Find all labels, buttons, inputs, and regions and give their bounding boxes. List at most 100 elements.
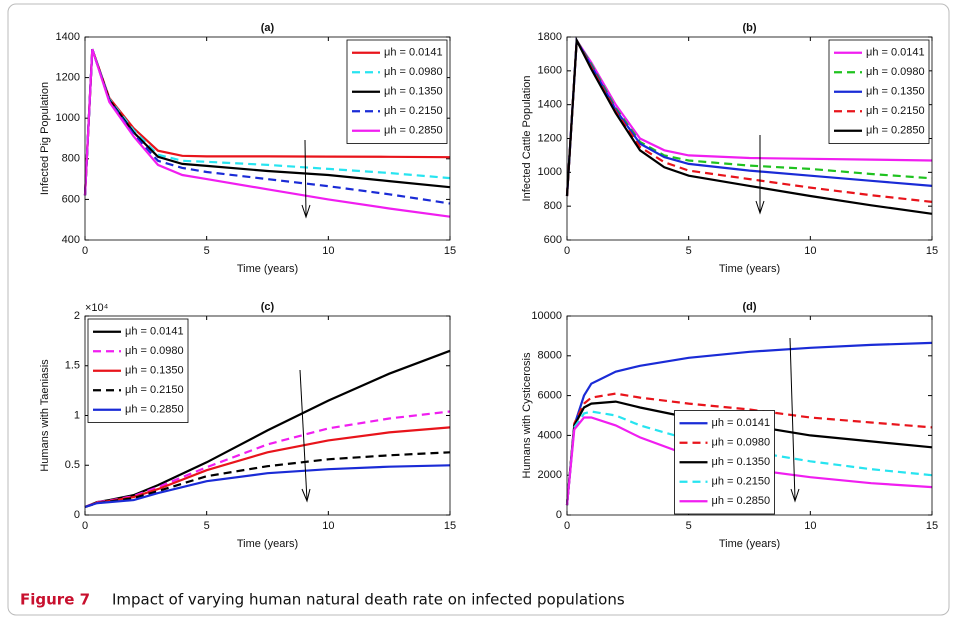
caption: Impact of varying human natural death ra…: [112, 591, 625, 609]
arrow-head: [790, 488, 800, 503]
x-tick-label: 15: [926, 520, 938, 532]
y-tick-label: 800: [544, 200, 562, 212]
y-tick-label: 1: [74, 409, 80, 421]
x-tick-label: 5: [204, 245, 210, 257]
legend: μh = 0.0141 μh = 0.0980 μh = 0.1350 μh = 0.…: [346, 39, 448, 144]
plot-title: (c): [261, 301, 275, 313]
series-line: [84, 464, 451, 509]
x-tick-label: 0: [564, 520, 570, 532]
x-axis-label: Time (years): [719, 263, 780, 275]
legend-label: μh = 0.0141: [384, 47, 443, 59]
legend-label: μh = 0.0141: [125, 326, 184, 338]
x-tick-label: 15: [444, 245, 456, 257]
legend-label: μh = 0.2850: [866, 125, 925, 137]
y-tick-label: 1.5: [65, 360, 80, 372]
x-tick-label: 0: [564, 245, 570, 257]
series-line: [565, 341, 933, 506]
legend-box: [674, 410, 775, 515]
x-tick-label: 5: [686, 520, 692, 532]
plot-title: (b): [742, 22, 756, 34]
y-axis-label: Infected Pig Population: [39, 82, 51, 195]
series-line: [565, 392, 933, 506]
y-tick-label: 600: [544, 234, 562, 246]
x-axis-label: Time (years): [237, 263, 298, 275]
y-tick-label: 0: [556, 509, 562, 521]
y-tick-label: 1400: [56, 31, 80, 43]
y-exponent-label: ×10⁴: [85, 302, 109, 314]
plots: (a) Time (years) Infected Pig Population 0 5…: [39, 22, 938, 550]
x-tick-label: 15: [444, 520, 456, 532]
axes-box: [566, 315, 933, 516]
legend-label: μh = 0.2150: [866, 105, 925, 117]
y-tick-label: 10000: [531, 310, 562, 322]
arrows: [299, 135, 800, 503]
x-axis-label: Time (years): [719, 538, 780, 550]
x-tick-label: 15: [926, 245, 938, 257]
legend-label: μh = 0.1350: [384, 86, 443, 98]
y-tick-label: 6000: [538, 390, 562, 402]
arrow-head: [755, 200, 765, 215]
y-tick-label: 1000: [56, 112, 80, 124]
caption-label: Figure 7: [20, 591, 90, 609]
x-tick-label: 10: [804, 520, 816, 532]
legend-label: μh = 0.2150: [125, 384, 184, 396]
y-tick-label: 2: [74, 310, 80, 322]
arrow: [789, 337, 796, 501]
y-tick-label: 1400: [538, 99, 562, 111]
y-tick-label: 400: [62, 234, 80, 246]
y-tick-label: 4000: [538, 429, 562, 441]
legend-label: μh = 0.0141: [712, 417, 771, 429]
y-tick-label: 8000: [538, 350, 562, 362]
arrow-head: [301, 204, 311, 219]
y-tick-label: 0: [74, 509, 80, 521]
series-line: [83, 48, 451, 218]
series-line: [565, 36, 933, 215]
legend-label: μh = 0.0980: [712, 437, 771, 449]
x-tick-label: 10: [322, 520, 334, 532]
y-tick-label: 0.5: [65, 459, 80, 471]
plot-title: (d): [742, 301, 756, 313]
y-tick-label: 800: [62, 153, 80, 165]
series-line: [565, 400, 933, 506]
x-tick-label: 10: [322, 245, 334, 257]
y-axis-label: Humans with Cysticerosis: [521, 352, 533, 478]
series-line: [565, 416, 933, 506]
y-tick-label: 600: [62, 193, 80, 205]
y-tick-label: 1800: [538, 31, 562, 43]
legend: μh = 0.0141 μh = 0.0980 μh = 0.1350 μh = 0.…: [828, 39, 930, 144]
x-tick-label: 5: [686, 245, 692, 257]
legend-label: μh = 0.1350: [712, 456, 771, 468]
arrow: [304, 139, 307, 217]
y-tick-label: 1000: [538, 166, 562, 178]
figure-frame: [7, 3, 950, 616]
y-axis-label: Infected Cattle Population: [521, 76, 533, 202]
legend: μh = 0.0141 μh = 0.0980 μh = 0.1350 μh = 0.…: [87, 318, 189, 423]
legend-label: μh = 0.2150: [712, 476, 771, 488]
y-tick-label: 1600: [538, 65, 562, 77]
arrow: [299, 369, 308, 501]
legend-label: μh = 0.1350: [866, 86, 925, 98]
x-axis-label: Time (years): [237, 538, 298, 550]
legend-label: μh = 0.2850: [384, 125, 443, 137]
x-tick-label: 0: [82, 520, 88, 532]
legend-label: μh = 0.0980: [384, 66, 443, 78]
axes-box: [84, 315, 451, 516]
arrow-head: [301, 488, 311, 503]
legend-label: μh = 0.0980: [866, 66, 925, 78]
legend-label: μh = 0.2850: [712, 495, 771, 507]
legend-label: μh = 0.0980: [125, 345, 184, 357]
x-tick-label: 5: [204, 520, 210, 532]
legend: μh = 0.0141 μh = 0.0980 μh = 0.1350 μh = 0.…: [674, 410, 775, 515]
y-axis-label: Humans with Taeniasis: [39, 359, 51, 472]
axes-box: [84, 36, 451, 241]
legend-label: μh = 0.2150: [384, 105, 443, 117]
y-tick-label: 2000: [538, 469, 562, 481]
y-tick-label: 1200: [538, 132, 562, 144]
y-tick-label: 1200: [56, 72, 80, 84]
x-tick-label: 10: [804, 245, 816, 257]
legend-label: μh = 0.2850: [125, 404, 184, 416]
legend-label: μh = 0.1350: [125, 365, 184, 377]
axes-box: [566, 36, 933, 241]
plot-title: (a): [261, 22, 275, 34]
